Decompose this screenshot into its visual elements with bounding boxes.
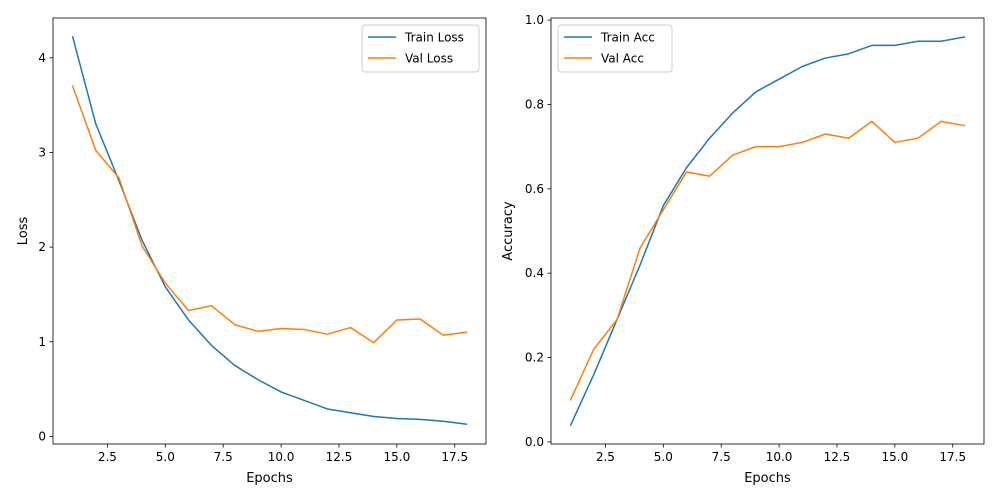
y-tick-label: 1.0 bbox=[525, 13, 544, 27]
y-tick-label: 0.2 bbox=[525, 351, 544, 365]
x-tick-label: 10.0 bbox=[268, 450, 295, 464]
y-tick-label: 0.4 bbox=[525, 266, 544, 280]
series-line-val-acc bbox=[569, 120, 966, 401]
x-tick-label: 12.5 bbox=[326, 450, 353, 464]
legend-label: Train Acc bbox=[600, 31, 655, 45]
y-tick-label: 0.0 bbox=[525, 435, 544, 449]
legend: Train Loss Val Loss bbox=[361, 24, 480, 73]
x-tick-label: 17.5 bbox=[939, 450, 966, 464]
legend-label: Val Acc bbox=[601, 52, 644, 66]
y-tick-label: 0 bbox=[38, 429, 46, 443]
y-tick-label: 4 bbox=[38, 51, 46, 65]
subplot-2: 2.5 5.0 7.5 10.0 12.5 15.0 17.5 0.0 0.2 0.4 0.6 0.8… bbox=[501, 13, 985, 486]
x-tick-label: 10.0 bbox=[766, 450, 793, 464]
x-axis-label: Epochs bbox=[744, 471, 791, 486]
y-tick-label: 1 bbox=[38, 335, 46, 349]
x-tick-label: 7.5 bbox=[214, 450, 233, 464]
x-tick-label: 15.0 bbox=[881, 450, 908, 464]
y-tick-label: 2 bbox=[38, 240, 46, 254]
x-tick-label: 15.0 bbox=[383, 450, 410, 464]
x-tick-label: 2.5 bbox=[596, 450, 615, 464]
series-line-val-loss bbox=[71, 85, 468, 344]
plot-frame bbox=[52, 17, 487, 445]
x-tick-label: 2.5 bbox=[98, 450, 117, 464]
y-tick-label: 3 bbox=[38, 145, 46, 159]
y-axis-label: Loss bbox=[16, 217, 31, 246]
plot-frame bbox=[550, 17, 985, 445]
x-tick-label: 5.0 bbox=[156, 450, 175, 464]
y-tick-label: 0.6 bbox=[525, 182, 544, 196]
series-line-train-loss bbox=[71, 36, 468, 425]
x-tick-label: 7.5 bbox=[712, 450, 731, 464]
x-tick-label: 12.5 bbox=[824, 450, 851, 464]
x-tick-label: 17.5 bbox=[441, 450, 468, 464]
x-tick-label: 5.0 bbox=[654, 450, 673, 464]
legend: Train Acc Val Acc bbox=[557, 24, 673, 73]
y-axis-label: Accuracy bbox=[501, 201, 516, 261]
series-line-train-acc bbox=[569, 36, 966, 427]
subplot-1: 2.5 5.0 7.5 10.0 12.5 15.0 17.5 0 1 2 3 4 Epochs Loss… bbox=[16, 17, 487, 486]
y-tick-label: 0.8 bbox=[525, 97, 544, 111]
legend-label: Val Loss bbox=[405, 52, 453, 66]
legend-label: Train Loss bbox=[404, 31, 464, 45]
x-axis-label: Epochs bbox=[246, 471, 293, 486]
